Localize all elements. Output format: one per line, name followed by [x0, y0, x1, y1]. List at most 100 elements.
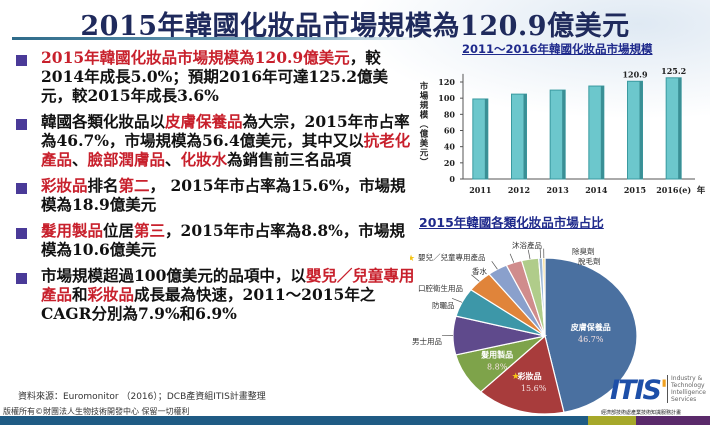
- bullet-square-icon: [16, 119, 27, 130]
- pie-outside-label: 口腔衛生用品: [418, 283, 463, 293]
- y-axis-label-char: 模: [420, 110, 429, 121]
- body-text: 為銷售前三名品項: [227, 150, 352, 169]
- body-text: ，2015年市占率為8.8%，市場規模為10.6億美元: [41, 221, 405, 259]
- highlight-text: 皮膚保養品: [165, 112, 243, 131]
- highlight-text: 臉部潤膚品: [87, 150, 166, 169]
- bar-chart: 0 20 40 60 80 100 120 市場規模︵億美元︶ 2011 2012 2013 2014…: [419, 66, 706, 196]
- highlight-text: 髮用製品: [41, 221, 104, 240]
- pie-slice-value: 15.6%: [521, 384, 547, 393]
- star-icon: ★: [512, 372, 520, 382]
- body-text: 市場規模超過100億美元的品項中，以: [41, 266, 306, 285]
- x-axis-label: 年: [697, 185, 706, 196]
- background-glow: [350, 0, 710, 120]
- pie-chart-title: 2015年韓國各類化妝品市場占比: [419, 215, 604, 230]
- data-label: 125.2: [661, 66, 686, 76]
- body-text: 韓國各類化妝品以: [41, 112, 166, 131]
- star-icon: ★: [410, 254, 415, 264]
- pie-slice: [544, 257, 638, 414]
- y-tick-label: 40: [444, 142, 456, 152]
- bar-shade: [523, 94, 527, 179]
- x-tick-label: 2016(e): [656, 185, 691, 195]
- leader-line: [527, 249, 531, 260]
- highlight-text: 2015年韓國化妝品市場規模為120.9億美元: [41, 48, 350, 67]
- leader-line: [471, 274, 480, 282]
- bullet-square-icon: [16, 228, 27, 239]
- x-tick-label: 2013: [547, 185, 570, 195]
- bar-shade: [678, 77, 682, 179]
- pie-slice-label: 皮膚保養品: [570, 322, 611, 332]
- body-text: ， 2015年市占率為15.6%，市場規模為18.9億美元: [41, 176, 406, 214]
- y-axis-label-char: 場: [420, 91, 429, 102]
- y-axis-label-char: ︵: [419, 120, 429, 130]
- pie-slice-value: 8.8%: [487, 362, 508, 371]
- footer-bar-accent-purple: [636, 416, 710, 425]
- highlight-text: 嬰兒／兒童專用產品: [41, 266, 415, 304]
- bullet-square-icon: [16, 183, 27, 194]
- pie-chart: 皮膚保養品46.7%彩妝品15.6%★髮用製品8.8%男士用品防曬品口腔衛生用品…: [410, 240, 638, 415]
- bar-chart-title: 2011～2016年韓國化妝品市場規模: [462, 42, 653, 56]
- x-tick-label: 2014: [585, 185, 608, 195]
- pie-outside-label: 除臭劑: [572, 246, 595, 256]
- bullet-text: 韓國各類化妝品以皮膚保養品為大宗，2015年市占率為46.7%，市場規模為56.…: [41, 112, 416, 169]
- bullet-list: 2015年韓國化妝品市場規模為120.9億美元，較2014年成長5.0%；預期2…: [16, 48, 416, 330]
- pie-slice-value: 46.7%: [578, 335, 604, 344]
- pie-outside-label: 防曬品: [432, 300, 455, 310]
- pie-outside-label: 男士用品: [412, 336, 442, 346]
- bullet-text: 市場規模超過100億美元的品項中，以嬰兒／兒童專用產品和彩妝品成長最為快速，20…: [41, 266, 416, 323]
- source-note: 資料來源：Euromonitor （2016）；DCB產資組ITIS計畫整理: [18, 392, 266, 402]
- title-divider: [12, 37, 422, 40]
- highlight-text: 抗老化產品: [41, 131, 411, 169]
- pie-outside-label: 香水: [472, 266, 487, 276]
- bullet-item: 市場規模超過100億美元的品項中，以嬰兒／兒童專用產品和彩妝品成長最為快速，20…: [16, 266, 416, 323]
- x-tick-label: 2012: [508, 185, 530, 195]
- bar-shade: [639, 81, 643, 179]
- body-text: 為大宗，2015年市占率為46.7%，市場規模為56.4億美元，其中又以: [41, 112, 410, 150]
- y-axis-label-char: 元: [420, 149, 429, 159]
- bullet-text: 2015年韓國化妝品市場規模為120.9億美元，較2014年成長5.0%；預期2…: [41, 48, 416, 105]
- itis-logo-subtitle: 經濟部技術處產業技術知識服務計畫: [601, 410, 682, 416]
- y-tick-label: 60: [444, 126, 456, 136]
- highlight-text: 彩妝品: [41, 176, 88, 195]
- y-axis-label-char: 美: [420, 138, 429, 149]
- y-tick-label: 0: [449, 174, 455, 184]
- body-text: ，較2014年成長5.0%；預期2016年可達125.2億美元，較2015年成長…: [41, 48, 389, 105]
- leader-line: [509, 253, 515, 263]
- y-axis-label: 市場規模︵億美元︶: [419, 81, 429, 168]
- body-text: 排名: [87, 176, 119, 195]
- pie-outside-label: 嬰兒／兒童專用產品: [418, 252, 486, 262]
- x-tick-label: 2015: [624, 185, 646, 195]
- body-text: 和: [72, 285, 88, 304]
- y-tick-label: 100: [438, 93, 455, 103]
- footer-bar: [0, 416, 710, 425]
- bullet-square-icon: [16, 55, 27, 66]
- itis-logo-text: Industry & Technology Intelligence Services: [667, 375, 706, 403]
- y-tick-label: 20: [444, 158, 456, 168]
- bar-shade: [600, 86, 604, 179]
- bar: [472, 98, 489, 180]
- body-text: 、: [165, 150, 181, 169]
- itis-logo: ITIS' Industry & Technology Intelligence Se…: [601, 375, 706, 416]
- highlight-text: 彩妝品: [87, 285, 135, 304]
- copyright-note: 版權所有©財團法人生物技術開發中心 保留一切權利: [3, 407, 190, 416]
- y-tick-label: 80: [444, 109, 456, 119]
- leader-line: [491, 261, 498, 270]
- body-text: 成長最為快速，2011～2015年之CAGR分別為7.9%和6.9%: [41, 285, 376, 323]
- y-axis-label-char: 規: [420, 100, 429, 111]
- x-tick-label: 2011: [469, 185, 491, 195]
- bullet-square-icon: [16, 273, 27, 284]
- body-text: 位居: [103, 221, 135, 240]
- y-axis-label-char: ︶: [419, 157, 429, 168]
- pie-slice-label: 彩妝品: [517, 371, 542, 381]
- leader-line: [539, 248, 542, 259]
- pie-outside-label: 脫毛劑: [578, 256, 601, 266]
- bullet-item: 2015年韓國化妝品市場規模為120.9億美元，較2014年成長5.0%；預期2…: [16, 48, 416, 105]
- bar-shade: [484, 98, 488, 179]
- bullet-item: 彩妝品排名第二， 2015年市占率為15.6%，市場規模為18.9億美元: [16, 176, 416, 214]
- highlight-text: 第二: [118, 176, 150, 195]
- highlight-text: 化妝水: [180, 150, 228, 169]
- pie-slice: [479, 334, 565, 415]
- footer-bar-accent-olive: [588, 416, 636, 425]
- bullet-item: 髮用製品位居第三，2015年市占率為8.8%，市場規模為10.6億美元: [16, 221, 416, 259]
- highlight-text: 第三: [134, 221, 166, 240]
- body-text: 、: [72, 150, 88, 169]
